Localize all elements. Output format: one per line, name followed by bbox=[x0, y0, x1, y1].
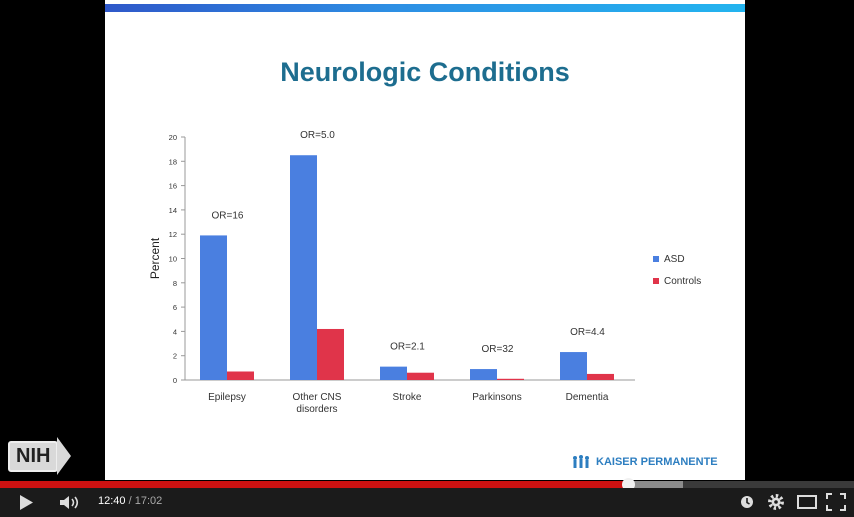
bar-chart: 0 2 4 6 8 10 12 14 16 18 20 Percent OR=16 Epilepsy OR=… bbox=[148, 130, 701, 415]
y-tick-label: 10 bbox=[169, 255, 177, 264]
x-category-label: Stroke bbox=[393, 392, 422, 403]
kaiser-logo-icon bbox=[573, 455, 589, 468]
play-icon[interactable] bbox=[18, 494, 34, 511]
x-category-label: Epilepsy bbox=[208, 392, 246, 403]
current-time: 12:40 bbox=[98, 495, 126, 507]
settings-icon[interactable] bbox=[767, 493, 785, 511]
y-tick-label: 8 bbox=[173, 279, 177, 288]
bar-controls-4 bbox=[587, 373, 614, 380]
duration: 17:02 bbox=[134, 495, 163, 507]
nih-watermark-logo: NIH bbox=[8, 437, 72, 475]
nih-logo-arrow bbox=[57, 437, 72, 475]
nih-logo-text: NIH bbox=[8, 440, 59, 472]
x-category-label: Other CNS bbox=[293, 392, 342, 403]
bar-controls-0 bbox=[227, 371, 254, 380]
time-separator: / bbox=[125, 495, 135, 507]
y-tick-label: 4 bbox=[173, 327, 177, 336]
x-category-label: disorders bbox=[296, 404, 337, 415]
y-tick-label: 6 bbox=[173, 303, 177, 312]
player-controls: 12:40 / 17:02 bbox=[0, 488, 854, 517]
odds-ratio-annotation: OR=16 bbox=[212, 210, 244, 221]
progress-loaded bbox=[627, 481, 684, 488]
time-display: 12:40 / 17:02 bbox=[98, 495, 162, 507]
bar-asd-0 bbox=[200, 235, 227, 380]
legend-swatch-controls bbox=[653, 278, 659, 284]
x-category-label: Dementia bbox=[566, 392, 609, 403]
odds-ratio-annotation: OR=32 bbox=[482, 344, 514, 355]
bar-controls-2 bbox=[407, 372, 434, 380]
bar-asd-2 bbox=[380, 366, 407, 380]
x-category-label: Parkinsons bbox=[472, 392, 521, 403]
y-tick-label: 18 bbox=[169, 157, 177, 166]
y-axis-label: Percent bbox=[148, 237, 162, 279]
y-tick-label: 20 bbox=[169, 133, 177, 142]
video-frame-slide: Neurologic Conditions 0 2 4 6 8 10 12 14 16 18 20 P… bbox=[105, 0, 745, 480]
bar-asd-3 bbox=[470, 369, 497, 380]
y-tick-label: 0 bbox=[173, 376, 177, 385]
bar-controls-3 bbox=[497, 378, 524, 380]
volume-icon[interactable] bbox=[59, 494, 81, 511]
kaiser-permanente-logo: KAISER PERMANENTE bbox=[572, 455, 718, 469]
odds-ratio-annotation: OR=4.4 bbox=[570, 327, 605, 338]
odds-ratio-annotation: OR=2.1 bbox=[390, 342, 425, 353]
legend-label-controls: Controls bbox=[664, 276, 701, 287]
bar-asd-1 bbox=[290, 155, 317, 380]
kaiser-logo-text: KAISER PERMANENTE bbox=[596, 456, 718, 468]
progress-bar[interactable] bbox=[0, 478, 854, 491]
odds-ratio-annotation: OR=5.0 bbox=[300, 130, 335, 141]
bar-asd-4 bbox=[560, 352, 587, 380]
bar-controls-1 bbox=[317, 328, 344, 380]
slide-title: Neurologic Conditions bbox=[280, 57, 570, 87]
legend-label-asd: ASD bbox=[664, 254, 685, 265]
slide-accent-bar bbox=[105, 4, 745, 12]
fullscreen-icon[interactable] bbox=[826, 493, 846, 511]
theater-mode-icon[interactable] bbox=[797, 495, 817, 509]
legend-swatch-asd bbox=[653, 256, 659, 262]
progress-played bbox=[0, 481, 628, 488]
y-tick-label: 2 bbox=[173, 352, 177, 361]
progress-scrubber-handle[interactable] bbox=[621, 478, 635, 491]
y-tick-label: 14 bbox=[169, 206, 177, 215]
watch-later-icon[interactable] bbox=[740, 495, 754, 509]
y-tick-label: 16 bbox=[169, 182, 177, 191]
y-tick-label: 12 bbox=[169, 230, 177, 239]
